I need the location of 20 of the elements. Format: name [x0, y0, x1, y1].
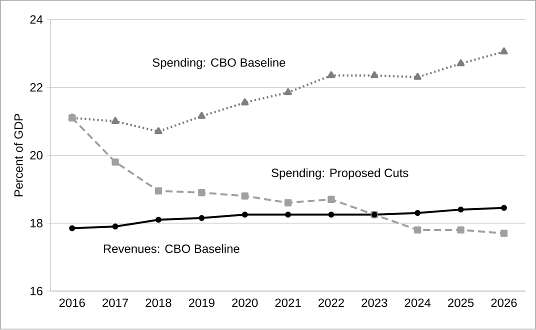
y-axis-title: Percent of GDP — [14, 114, 23, 196]
x-tick-label: 2021 — [275, 298, 301, 308]
series-label: Spending: CBO Baseline — [152, 58, 286, 70]
x-tick-label: 2023 — [362, 298, 388, 308]
series-label: Spending: Proposed Cuts — [272, 168, 408, 180]
x-tick-label: 2019 — [188, 298, 214, 308]
y-tick-label: 22 — [30, 83, 42, 92]
x-tick-label: 2016 — [59, 298, 85, 308]
series-label: Revenues: CBO Baseline — [104, 244, 240, 254]
x-tick-label: 2026 — [491, 298, 517, 308]
x-tick-label: 2018 — [146, 298, 172, 308]
x-tick-label: 2020 — [232, 298, 258, 308]
y-tick-label: 18 — [30, 219, 42, 228]
x-tick-label: 2024 — [404, 298, 431, 308]
x-tick-label: 2017 — [102, 298, 128, 308]
x-tick-label: 2022 — [318, 298, 344, 308]
y-tick-label: 16 — [30, 287, 42, 296]
y-tick-label: 24 — [30, 16, 43, 24]
x-tick-label: 2025 — [448, 298, 474, 308]
y-tick-label: 20 — [30, 151, 43, 160]
